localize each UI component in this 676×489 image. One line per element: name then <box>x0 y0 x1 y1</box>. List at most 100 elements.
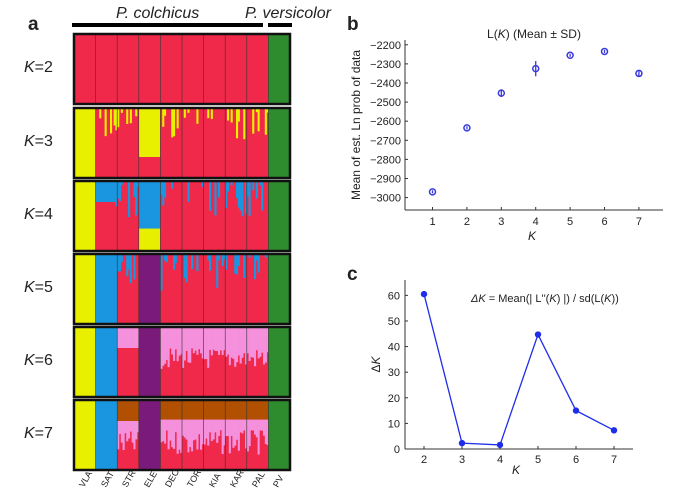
population-block-vla <box>74 181 96 251</box>
data-point <box>534 331 542 338</box>
population-block-ele <box>138 400 161 470</box>
y-tick-label: 30 <box>388 367 400 379</box>
delta-k-chart: 0 10 20 30 40 50 60 2 3 4 5 6 7 K ΔK ΔK = Mean(| L''(K)… <box>369 280 633 477</box>
structure-row-k7 <box>72 398 292 472</box>
population-block-str <box>117 34 139 104</box>
structure-frame <box>72 398 292 472</box>
k-label-3: K=3 <box>24 133 53 150</box>
k-label-6: K=6 <box>24 352 53 369</box>
x-tick-label: 2 <box>464 216 470 228</box>
structure-frame <box>72 179 292 253</box>
structure-row-k4 <box>72 179 292 253</box>
data-point <box>600 47 609 56</box>
population-block-kar <box>225 400 248 470</box>
x-tick-label: 7 <box>636 216 642 228</box>
y-tick-label: 50 <box>388 316 400 328</box>
population-block-pal <box>246 181 269 251</box>
population-block-str <box>117 327 140 397</box>
y-tick-label: −2300 <box>370 59 401 71</box>
y-axis-label: ΔK <box>369 356 383 373</box>
series-line <box>423 293 615 446</box>
population-block-ele <box>138 181 161 251</box>
chart-title: L(K) (Mean ± SD) <box>487 27 581 41</box>
population-block-sat <box>95 400 118 470</box>
population-block-kia <box>203 400 226 470</box>
structure-row-k5 <box>72 252 292 326</box>
population-block-ele <box>138 254 161 324</box>
panel-a-label: a <box>28 14 39 35</box>
structure-row-k3 <box>72 106 292 180</box>
k-label-2: K=2 <box>24 59 53 76</box>
structure-frame <box>72 325 292 399</box>
population-block-pal <box>246 400 269 470</box>
k-label-7: K=7 <box>24 425 53 442</box>
population-block-dec <box>160 400 183 470</box>
x-axis-label: K <box>512 463 521 477</box>
population-block-kar <box>225 254 247 324</box>
population-block-str <box>117 108 139 178</box>
y-tick-label: −2600 <box>370 116 401 128</box>
structure-row-k2 <box>72 32 292 106</box>
structure-frame <box>72 106 292 180</box>
versicolor-bar <box>268 23 292 27</box>
population-block-tor <box>182 34 204 104</box>
population-block-sat <box>95 254 118 324</box>
population-block-vla <box>74 254 96 324</box>
population-block-str <box>117 181 140 251</box>
y-tick-label: −2200 <box>370 40 401 52</box>
population-block-kia <box>203 254 226 324</box>
structure-frame <box>72 32 292 106</box>
species-label-colchicus: P. colchicus <box>116 5 200 22</box>
x-tick-label: 7 <box>611 454 617 466</box>
population-block-kar <box>225 181 248 251</box>
population-block-tor <box>182 254 204 324</box>
population-block-vla <box>74 34 96 104</box>
population-block-dec <box>160 181 182 251</box>
species-label-versicolor: P. versicolor <box>245 5 331 22</box>
structure-frame <box>72 252 292 326</box>
population-block-pv <box>268 181 290 251</box>
population-block-tor <box>182 400 204 470</box>
population-block-kia <box>203 34 226 104</box>
population-block-kar <box>225 108 247 178</box>
data-point <box>635 69 643 78</box>
y-tick-label: −2900 <box>370 173 401 185</box>
data-point <box>428 188 437 196</box>
y-tick-label: 10 <box>388 418 400 430</box>
x-tick-label: 4 <box>533 216 539 228</box>
population-block-kia <box>203 181 226 251</box>
chart-formula: ΔK = Mean(| L''(K) |) / sd(L(K)) <box>470 293 619 305</box>
likelihood-chart: −2200 −2300 −2400 −2500 −2600 −2700 −2800 −2900… <box>349 27 663 243</box>
x-tick-label: 5 <box>535 454 541 466</box>
population-block-str <box>117 400 140 470</box>
population-block-dec <box>160 254 182 324</box>
panel-b-label: b <box>347 14 359 35</box>
data-point <box>458 439 466 447</box>
population-block-tor <box>182 108 204 178</box>
x-tick-label: 2 <box>421 454 427 466</box>
population-block-kia <box>203 327 226 397</box>
x-tick-label: 3 <box>498 216 504 228</box>
population-block-dec <box>160 327 183 397</box>
data-point <box>420 290 428 298</box>
population-block-pal <box>246 254 269 324</box>
y-tick-label: −2700 <box>370 135 401 147</box>
population-block-sat <box>95 108 118 178</box>
k-label-4: K=4 <box>24 206 53 223</box>
population-block-vla <box>74 327 96 397</box>
population-block-tor <box>182 327 204 397</box>
x-tick-label: 6 <box>573 454 579 466</box>
population-block-dec <box>160 34 182 104</box>
data-point <box>463 124 471 132</box>
population-block-pv <box>268 400 290 470</box>
data-point <box>531 64 540 73</box>
population-block-ele <box>138 34 161 104</box>
population-block-pal <box>246 34 269 104</box>
population-block-vla <box>74 108 96 178</box>
x-tick-label: 4 <box>497 454 503 466</box>
population-block-pv <box>268 327 290 397</box>
population-block-ele <box>138 108 161 178</box>
data-point <box>610 427 618 434</box>
y-tick-label: −2400 <box>370 78 401 90</box>
